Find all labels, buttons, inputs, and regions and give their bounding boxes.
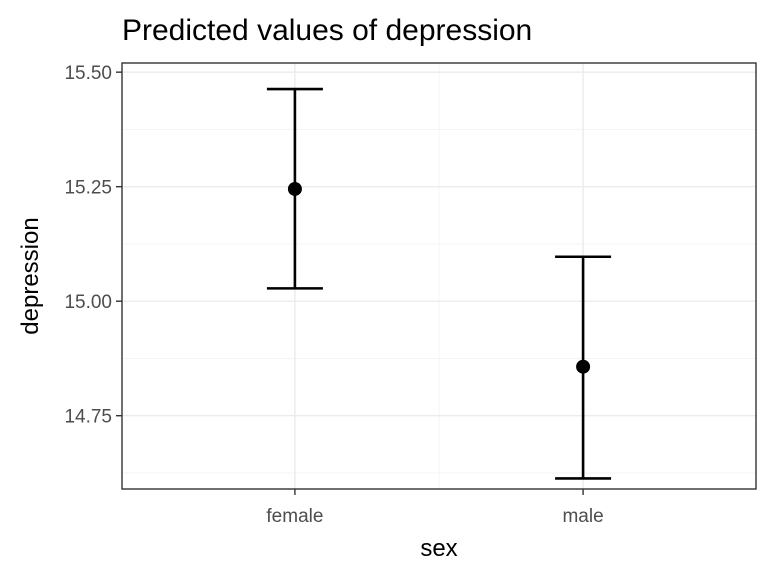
y-tick-label: 15.50 (64, 63, 112, 84)
major-gridlines (122, 63, 756, 489)
point-female (287, 181, 302, 196)
y-tick-label: 15.25 (64, 178, 112, 199)
y-tick-label: 14.75 (64, 407, 112, 428)
plot-panel (121, 62, 757, 490)
y-tick-label: 15.00 (64, 292, 112, 313)
point-male (576, 359, 591, 374)
x-axis-title: sex (420, 535, 457, 562)
x-tick-label: male (562, 506, 603, 527)
y-axis: 14.75 15.00 15.25 15.50 (64, 63, 122, 428)
errorbar-male (555, 255, 612, 480)
minor-gridlines (122, 63, 756, 489)
errorbar-female (266, 87, 323, 290)
x-tick-label: female (266, 506, 323, 527)
y-axis-title: depression (17, 217, 44, 334)
data-marks (266, 87, 612, 480)
x-axis: female male (266, 489, 604, 527)
chart-title: Predicted values of depression (122, 14, 532, 47)
